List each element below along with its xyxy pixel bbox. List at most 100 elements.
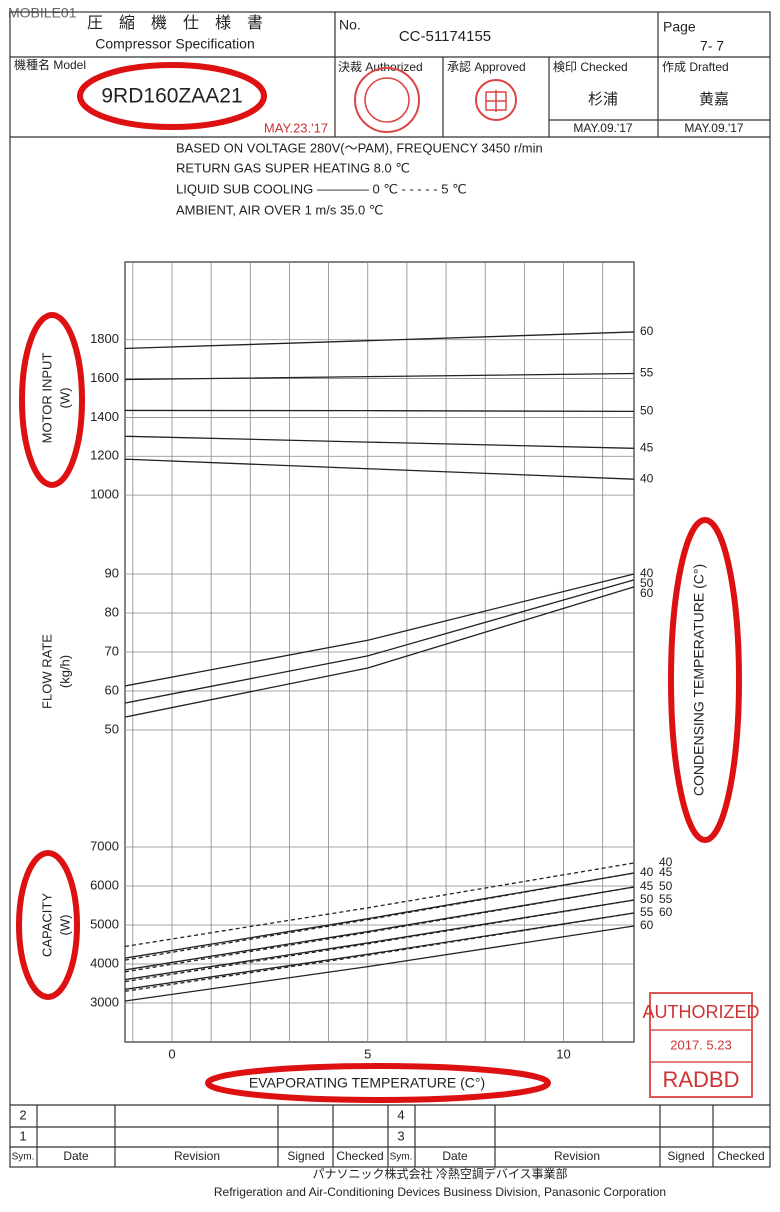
curve-label: 40 bbox=[659, 855, 673, 869]
curve bbox=[124, 912, 635, 990]
y-tick-label: 3000 bbox=[90, 994, 119, 1009]
x-tick-label: 10 bbox=[556, 1046, 570, 1061]
curve bbox=[124, 912, 635, 992]
checked-label: 検印 Checked bbox=[553, 60, 628, 74]
model-label: 機種名 Model bbox=[14, 57, 86, 72]
no-value: CC-51174155 bbox=[399, 28, 491, 45]
highlight bbox=[205, 1063, 551, 1103]
y-tick-label: 1000 bbox=[90, 487, 119, 502]
curve-label: 45 bbox=[659, 865, 673, 879]
curve bbox=[124, 925, 635, 1002]
y-tick-label: 6000 bbox=[90, 877, 119, 892]
y-axis-unit: (W) bbox=[57, 388, 72, 409]
no-label: No. bbox=[339, 17, 361, 33]
curve bbox=[124, 886, 635, 971]
curve-label: 45 bbox=[640, 879, 654, 893]
curve-label: 45 bbox=[640, 440, 654, 454]
authorized-label: 決裁 Authorized bbox=[338, 60, 423, 74]
rev-header: Checked bbox=[336, 1149, 383, 1163]
x-tick-label: 0 bbox=[168, 1046, 175, 1061]
condition: BASED ON VOLTAGE 280V(〜PAM), FREQUENCY 3… bbox=[176, 140, 543, 155]
curve bbox=[124, 458, 635, 480]
frame bbox=[9, 11, 771, 1168]
y-axis-label: CAPACITY bbox=[39, 893, 54, 957]
curve bbox=[124, 573, 635, 687]
curve-label: 40 bbox=[640, 566, 654, 580]
highlight bbox=[77, 62, 267, 130]
y-axis-unit: (kg/h) bbox=[57, 655, 72, 688]
rev-header: Revision bbox=[174, 1149, 220, 1163]
title-en: Compressor Specification bbox=[95, 36, 255, 52]
page-value: 7- 7 bbox=[700, 38, 724, 54]
rev-header: Date bbox=[63, 1149, 89, 1163]
rev-header: Signed bbox=[667, 1149, 704, 1163]
curve bbox=[124, 435, 635, 449]
highlight bbox=[668, 517, 742, 843]
rev-header: Revision bbox=[554, 1149, 600, 1163]
curve-label: 60 bbox=[640, 586, 654, 600]
curve-label: 50 bbox=[640, 576, 654, 590]
rev-header: Date bbox=[442, 1149, 468, 1163]
rev-row: 4 bbox=[397, 1107, 404, 1122]
curve-label: 60 bbox=[640, 324, 654, 338]
stamp-text: AUTHORIZED bbox=[643, 1002, 760, 1022]
y-tick-label: 7000 bbox=[90, 838, 119, 853]
rev-header: Checked bbox=[717, 1149, 764, 1163]
curve-label: 50 bbox=[640, 892, 654, 906]
outer-border bbox=[9, 11, 771, 1168]
y-axis-label: FLOW RATE bbox=[39, 634, 54, 709]
y-tick-label: 1200 bbox=[90, 448, 119, 463]
page-label: Page bbox=[663, 19, 696, 35]
y-tick-label: 60 bbox=[105, 682, 119, 697]
highlight bbox=[19, 312, 85, 488]
right-axis-label: CONDENSING TEMPERATURE (C°) bbox=[691, 564, 707, 796]
drafted-name: 黄嘉 bbox=[699, 91, 729, 108]
rev-row: 1 bbox=[19, 1128, 26, 1143]
stamp-frame bbox=[649, 992, 753, 1098]
checked-date: MAY.09.'17 bbox=[573, 121, 633, 135]
condition: LIQUID SUB COOLING ———— 0 ℃ - - - - - 5 … bbox=[176, 181, 467, 196]
curve-label: 55 bbox=[659, 892, 673, 906]
title-jp: 圧 縮 機 仕 様 書 bbox=[87, 14, 263, 32]
curve bbox=[124, 586, 635, 718]
footer-jp: パナソニック株式会社 冷熱空調デバイス事業部 bbox=[313, 1166, 568, 1181]
rev-header: Sym. bbox=[390, 1152, 413, 1163]
curve bbox=[124, 331, 635, 350]
y-tick-label: 1400 bbox=[90, 409, 119, 424]
y-tick-label: 5000 bbox=[90, 916, 119, 931]
x-axis-label: EVAPORATING TEMPERATURE (C°) bbox=[249, 1075, 485, 1091]
rev-row: 3 bbox=[397, 1128, 404, 1143]
condition: RETURN GAS SUPER HEATING 8.0 ℃ bbox=[176, 160, 410, 175]
seal bbox=[485, 90, 507, 112]
drafted-label: 作成 Drafted bbox=[662, 60, 729, 74]
curve bbox=[124, 899, 635, 981]
seal bbox=[354, 67, 420, 133]
curve bbox=[124, 899, 635, 983]
curve-label: 50 bbox=[640, 404, 654, 418]
y-tick-label: 1600 bbox=[90, 370, 119, 385]
stamp-text: 2017. 5.23 bbox=[670, 1037, 731, 1052]
rev-row: 2 bbox=[19, 1107, 26, 1122]
footer-en: Refrigeration and Air-Conditioning Devic… bbox=[214, 1185, 666, 1199]
curve bbox=[124, 372, 635, 381]
rev-header: Sym. bbox=[12, 1152, 35, 1163]
curve bbox=[124, 409, 635, 413]
x-tick-label: 5 bbox=[364, 1046, 371, 1061]
curve-label: 40 bbox=[640, 865, 654, 879]
rev-header: Signed bbox=[287, 1149, 324, 1163]
curve-label: 55 bbox=[640, 905, 654, 919]
y-tick-label: 50 bbox=[105, 721, 119, 736]
y-tick-label: 80 bbox=[105, 604, 119, 619]
curve-label: 60 bbox=[640, 918, 654, 932]
curve-label: 50 bbox=[659, 879, 673, 893]
curve-label: 60 bbox=[659, 905, 673, 919]
highlight bbox=[16, 850, 80, 1000]
approved-label: 承認 Approved bbox=[447, 59, 526, 74]
stamp-text: RADBD bbox=[662, 1067, 739, 1092]
y-axis-label: MOTOR INPUT bbox=[39, 353, 54, 444]
model-note: MAY.23.'17 bbox=[264, 120, 328, 135]
curve-label: 55 bbox=[640, 366, 654, 380]
y-tick-label: 90 bbox=[105, 565, 119, 580]
condition: AMBIENT, AIR OVER 1 m/s 35.0 ℃ bbox=[176, 202, 384, 217]
